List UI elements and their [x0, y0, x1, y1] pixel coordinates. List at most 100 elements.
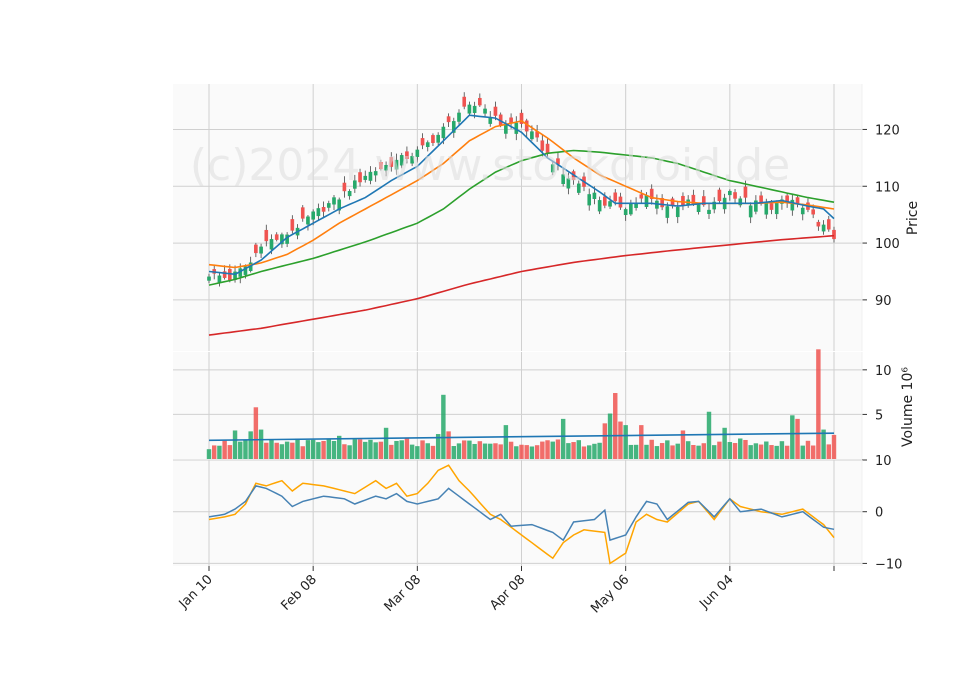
volume-bar [498, 444, 503, 459]
volume-bar [378, 441, 384, 459]
volume-average-line [208, 432, 835, 442]
volume-bar [206, 449, 212, 459]
volume-bar [472, 443, 477, 459]
candle [358, 168, 362, 187]
x-tick-label: May 06 [588, 572, 632, 616]
volume-bar [613, 393, 618, 459]
volume-bar [618, 421, 623, 459]
volume-bar [467, 440, 472, 459]
volume-bar [399, 440, 404, 459]
volume-bar [284, 441, 290, 459]
volume-bar [816, 349, 821, 459]
y-tick-label: 100 [875, 237, 900, 252]
candle [379, 159, 383, 171]
candle [665, 202, 670, 224]
candle [660, 194, 664, 211]
volume-bar [243, 439, 248, 459]
volume-bar [420, 440, 425, 459]
candle [478, 93, 482, 107]
moving-average-long-line [208, 234, 835, 336]
candle [451, 117, 456, 138]
candle [389, 152, 394, 172]
candle [394, 153, 399, 175]
volume-bar [550, 441, 555, 459]
candle [467, 101, 472, 116]
volume-bar [336, 435, 342, 459]
candle [587, 188, 592, 211]
volume-bar [727, 442, 733, 459]
volume-bar [238, 441, 243, 459]
volume-bar [576, 440, 582, 459]
candle [576, 180, 581, 196]
volume-bar [357, 439, 363, 459]
volume-bar [425, 443, 430, 459]
volume-bar [456, 443, 462, 459]
volume-bar [222, 440, 227, 459]
volume-bar [415, 446, 420, 459]
volume-bar [779, 441, 785, 459]
moving-average-fast-line [208, 114, 835, 276]
candle [446, 113, 451, 128]
volume-bar [685, 441, 691, 459]
y-tick-label: 90 [875, 294, 892, 309]
volume-bar [628, 444, 634, 459]
volume-bar [326, 438, 332, 459]
volume-panel [206, 349, 837, 459]
volume-bar [514, 446, 519, 459]
y-tick-label: −10 [875, 557, 902, 572]
candle [373, 167, 378, 182]
volume-bar [331, 441, 337, 459]
candle [462, 92, 467, 110]
volume-bar [529, 446, 535, 459]
volume-bar [581, 446, 587, 459]
candle [431, 133, 435, 146]
volume-bar [571, 442, 576, 459]
volume-bar [821, 429, 826, 459]
volume-bar [264, 442, 269, 459]
volume-bar [482, 443, 488, 459]
volume-bar [389, 444, 394, 459]
volume-bar [503, 425, 509, 459]
candle [519, 109, 524, 128]
volume-bar [753, 443, 759, 459]
volume-bar [826, 444, 832, 459]
volume-bar [435, 434, 441, 459]
volume-bar [253, 407, 259, 459]
x-tick-label: Feb 08 [278, 572, 320, 614]
candle [410, 152, 414, 167]
volume-bar [461, 440, 467, 459]
candle [306, 214, 310, 231]
candle [754, 195, 758, 215]
volume-bar [279, 444, 285, 459]
candle [326, 200, 331, 212]
candle [290, 215, 295, 234]
candle [337, 197, 342, 215]
candle [353, 174, 357, 193]
candle [649, 184, 654, 205]
candle [332, 194, 336, 210]
candle [733, 189, 737, 204]
volume-bar [691, 445, 696, 459]
volume-bar [347, 445, 352, 459]
volume-bar [732, 443, 738, 459]
volume-bar [248, 431, 253, 459]
volume-bar [784, 445, 790, 459]
volume-bar [211, 445, 217, 459]
candle [415, 146, 420, 163]
volume-bar [451, 446, 457, 459]
oscillator-panel [208, 464, 835, 565]
volume-bar [659, 443, 665, 459]
candle [254, 242, 258, 258]
volume-bar [769, 445, 774, 459]
volume-bar [701, 443, 707, 459]
candle [399, 152, 404, 169]
volume-bar [738, 438, 743, 459]
candle [826, 215, 831, 232]
candle [618, 192, 623, 210]
candle [728, 189, 732, 201]
volume-bar [534, 445, 540, 459]
candle [207, 273, 211, 284]
price-panel [207, 92, 836, 336]
volume-bar [743, 439, 748, 459]
volume-bar [300, 446, 305, 459]
